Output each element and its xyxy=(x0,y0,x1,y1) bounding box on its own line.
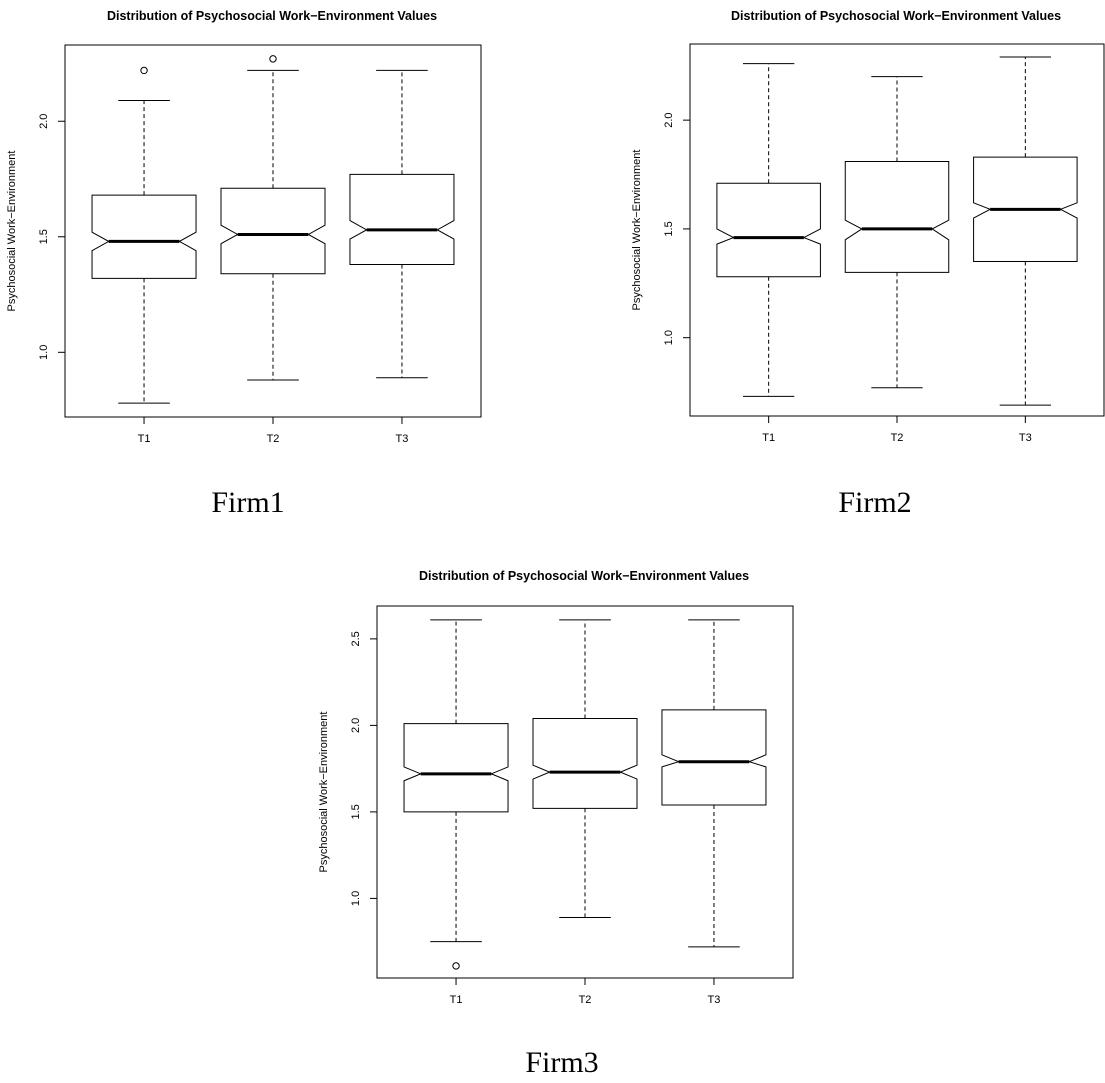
y-tick-label: 1.5 xyxy=(38,229,50,244)
x-tick-label: T2 xyxy=(579,994,592,1006)
y-tick-label: 2.0 xyxy=(38,114,50,129)
caption-firm2: Firm2 xyxy=(838,486,912,519)
y-axis-label: Psychosocial Work−Environment xyxy=(6,151,18,312)
y-tick-label: 2.5 xyxy=(350,631,362,646)
notched-box xyxy=(349,173,455,266)
caption-firm1: Firm1 xyxy=(211,486,285,519)
notched-box xyxy=(661,709,767,806)
y-tick-label: 2.0 xyxy=(350,718,362,733)
chart-title: Distribution of Psychosocial Work−Enviro… xyxy=(107,9,437,23)
boxplot-firm2: Distribution of Psychosocial Work−Enviro… xyxy=(631,9,1105,444)
outlier-point xyxy=(452,962,460,970)
outlier-point xyxy=(140,66,148,75)
notched-box xyxy=(91,194,197,279)
x-tick-label: T1 xyxy=(762,432,775,444)
y-axis-label: Psychosocial Work−Environment xyxy=(631,150,643,311)
chart-title: Distribution of Psychosocial Work−Enviro… xyxy=(731,9,1061,23)
notched-box xyxy=(220,187,326,275)
y-tick-label: 1.0 xyxy=(663,330,675,345)
notched-box xyxy=(403,723,509,813)
x-tick-label: T1 xyxy=(138,433,151,445)
boxplot-firm3: Distribution of Psychosocial Work−Enviro… xyxy=(318,569,794,1006)
y-tick-label: 1.5 xyxy=(663,221,675,236)
y-tick-label: 1.5 xyxy=(350,804,362,819)
x-tick-label: T2 xyxy=(891,432,904,444)
y-tick-label: 2.0 xyxy=(663,112,675,127)
y-tick-label: 1.0 xyxy=(38,345,50,360)
outlier-point xyxy=(269,55,277,63)
boxplot-firm1: Distribution of Psychosocial Work−Enviro… xyxy=(6,9,482,445)
x-tick-label: T3 xyxy=(1019,432,1032,444)
y-tick-label: 1.0 xyxy=(350,891,362,906)
notched-box xyxy=(844,160,950,273)
x-tick-label: T1 xyxy=(450,994,463,1006)
x-tick-label: T3 xyxy=(396,433,409,445)
caption-firm3: Firm3 xyxy=(525,1046,599,1079)
notched-box xyxy=(716,182,821,278)
x-tick-label: T2 xyxy=(267,433,280,445)
notched-box xyxy=(532,717,638,809)
chart-title: Distribution of Psychosocial Work−Enviro… xyxy=(419,569,749,583)
x-tick-label: T3 xyxy=(708,994,721,1006)
y-axis-label: Psychosocial Work−Environment xyxy=(318,712,330,873)
